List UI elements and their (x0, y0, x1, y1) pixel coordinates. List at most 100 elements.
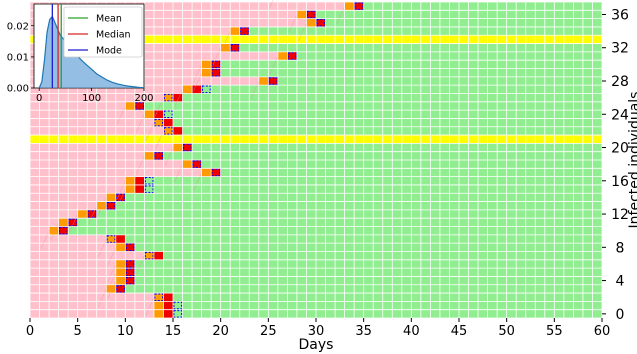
x-tick-label: 0 (26, 324, 34, 339)
transmission-line (221, 31, 231, 50)
transmission-line (117, 189, 126, 208)
transmission-line (136, 114, 145, 133)
infectious-cell (153, 251, 164, 260)
inset-density-fill (39, 16, 144, 89)
x-axis-label: Days (299, 337, 334, 353)
latent-cell (296, 10, 307, 19)
infectious-cell (239, 26, 250, 36)
latent-cell (125, 184, 135, 194)
susceptible-bar (30, 118, 154, 127)
detection-marker (154, 118, 164, 127)
infectious-cell (115, 193, 126, 202)
y-tick-label: 8 (616, 240, 625, 256)
susceptible-bar (30, 301, 154, 310)
detection-marker (211, 60, 221, 69)
latent-cell (115, 259, 126, 269)
transmission-line (193, 172, 202, 191)
detection-marker (239, 27, 250, 36)
detection-marker (287, 52, 297, 61)
transmission-line (193, 72, 202, 91)
detection-marker (115, 193, 126, 202)
y-tick-label: 4 (616, 274, 625, 290)
susceptible-bar (30, 143, 173, 152)
detection-marker (135, 101, 145, 110)
infectious-cell (163, 118, 173, 127)
transmission-line (117, 105, 126, 125)
x-tick-label: 25 (260, 324, 277, 339)
x-tick-label: 50 (498, 324, 515, 339)
susceptible-bar (30, 268, 116, 277)
detection-marker (144, 251, 154, 260)
infectious-cell (125, 276, 135, 285)
latent-cell (163, 93, 173, 102)
latent-cell (115, 268, 126, 277)
detection-marker (354, 2, 364, 11)
latent-cell (106, 234, 116, 244)
transmission-line (174, 164, 183, 183)
susceptible-bar (30, 243, 116, 252)
latent-cell (153, 301, 164, 310)
inset-x-tick-label: 0 (36, 93, 42, 104)
latent-cell (277, 51, 288, 61)
susceptible-bar (30, 309, 154, 318)
inset-x-tick-label: 200 (134, 93, 153, 104)
latent-cell (182, 160, 193, 169)
x-tick-label: 30 (308, 324, 325, 339)
infectious-cell (211, 68, 221, 77)
susceptible-bar (30, 276, 116, 285)
latent-cell (106, 193, 116, 202)
latent-cell (201, 60, 212, 69)
detection-marker (125, 243, 135, 252)
detection-marker (201, 85, 211, 94)
transmission-line (336, 6, 345, 25)
infectious-cell (134, 176, 145, 185)
inset-y-tick-label: 0.01 (7, 52, 29, 63)
latent-cell (173, 143, 183, 152)
inset-y-tick-label: 0.02 (7, 21, 29, 32)
latent-cell (201, 168, 212, 177)
infectious-cell (211, 60, 221, 69)
y-tick-label: 24 (611, 107, 629, 123)
detection-marker (163, 93, 173, 102)
latent-cell (125, 176, 135, 185)
x-tick-label: 10 (117, 324, 134, 339)
detection-marker (154, 293, 164, 302)
latent-cell (182, 85, 193, 94)
susceptible-bar (30, 209, 78, 219)
transmission-line (107, 280, 117, 299)
latent-cell (220, 43, 231, 52)
detection-marker (163, 110, 173, 119)
infectious-cell (173, 93, 183, 102)
latent-cell (344, 2, 355, 11)
transmission-line (155, 97, 164, 116)
latent-cell (49, 226, 59, 235)
detection-marker (87, 210, 97, 219)
infectious-cell (134, 184, 145, 194)
inset-x-tick-label: 100 (82, 93, 101, 104)
inset-legend-box (63, 6, 143, 58)
susceptible-bar (30, 201, 97, 210)
legend-label: Median (96, 30, 131, 41)
detection-marker (182, 143, 192, 152)
infectious-cell (173, 126, 183, 136)
transmission-line (164, 147, 174, 166)
x-tick-label: 55 (546, 324, 563, 339)
detection-marker (58, 226, 68, 235)
x-tick-label: 60 (594, 324, 611, 339)
legend-label: Mean (96, 14, 122, 25)
y-tick-label: 28 (611, 74, 629, 90)
latent-cell (125, 101, 135, 111)
y-tick-label: 20 (611, 141, 629, 157)
transmission-line (136, 255, 145, 274)
latent-cell (258, 76, 269, 86)
detection-marker (306, 10, 316, 19)
x-tick-label: 5 (74, 324, 82, 339)
detection-marker (125, 268, 135, 277)
transmission-line (250, 80, 260, 100)
infectious-cell (163, 293, 173, 302)
transmission-line (212, 47, 221, 66)
detection-marker (268, 77, 278, 85)
infectious-cell (268, 76, 278, 86)
transmission-line (50, 222, 59, 241)
x-tick-label: 20 (212, 324, 229, 339)
